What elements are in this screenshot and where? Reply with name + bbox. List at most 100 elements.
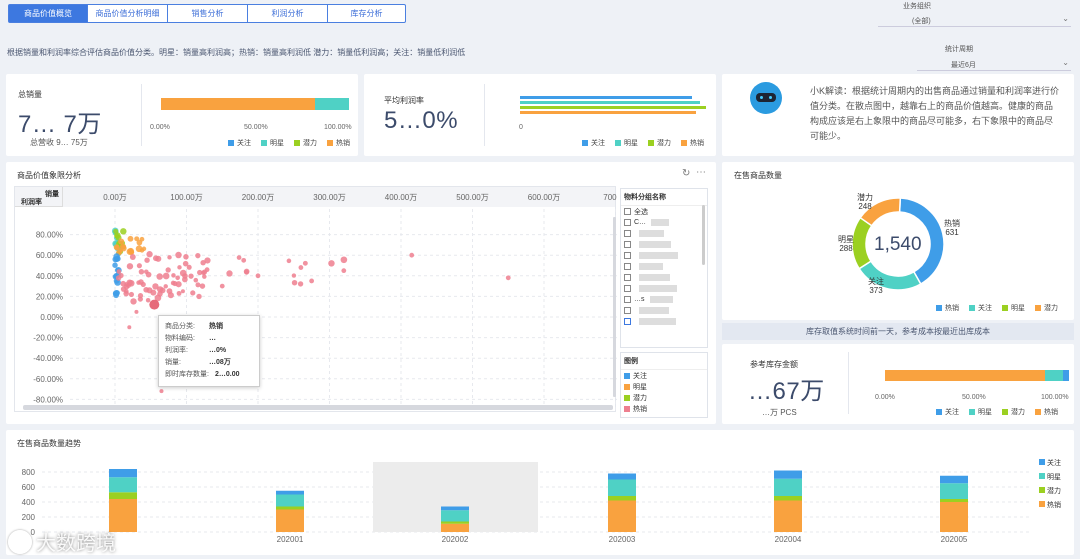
scatter-point[interactable] <box>114 255 121 262</box>
scatter-point[interactable] <box>255 273 261 279</box>
scatter-point[interactable] <box>186 264 192 270</box>
trend-bar-segment[interactable] <box>109 477 137 493</box>
scatter-plot[interactable]: 0.00万 100.00万 200.00万 300.00万 400.00万 500.00万… <box>15 187 617 413</box>
trend-bar-segment[interactable] <box>940 475 968 484</box>
scatter-point[interactable] <box>291 279 298 286</box>
trend-bar-segment[interactable] <box>940 483 968 499</box>
filter-option[interactable] <box>621 239 707 250</box>
checkbox[interactable] <box>624 285 631 292</box>
scatter-point[interactable] <box>120 286 127 292</box>
scatter-point[interactable] <box>139 236 145 242</box>
scatter-point[interactable] <box>120 228 127 235</box>
trend-bar-segment[interactable] <box>608 500 636 533</box>
trend-bar-segment[interactable] <box>774 496 802 501</box>
trend-bar-segment[interactable] <box>441 506 469 511</box>
scatter-point[interactable] <box>197 269 203 276</box>
scatter-point[interactable] <box>297 281 304 287</box>
trend-bar-segment[interactable] <box>109 499 137 532</box>
period-select[interactable]: 最近6月 ⌄ <box>917 57 1071 71</box>
donut-slice[interactable] <box>851 216 873 270</box>
scatter-point[interactable] <box>188 273 194 279</box>
scatter-point[interactable] <box>143 269 149 275</box>
checkbox[interactable] <box>624 307 631 314</box>
scatter-point[interactable] <box>127 235 134 242</box>
h-scrollbar[interactable] <box>23 405 613 410</box>
scatter-point[interactable] <box>195 282 201 288</box>
scatter-point[interactable] <box>113 292 120 299</box>
scatter-point[interactable] <box>200 260 206 266</box>
tab-value-detail[interactable]: 商品价值分析明细 <box>88 4 168 23</box>
scatter-point[interactable] <box>201 270 206 276</box>
business-org-select[interactable]: (全部) ⌄ <box>878 13 1071 27</box>
tab-sales[interactable]: 销售分析 <box>168 4 248 23</box>
trend-bar-segment[interactable] <box>774 478 802 496</box>
scatter-point[interactable] <box>175 275 180 281</box>
filter-option[interactable] <box>621 283 707 294</box>
scatter-point[interactable] <box>114 232 121 239</box>
scatter-point[interactable] <box>134 309 139 314</box>
scatter-point[interactable] <box>136 263 142 269</box>
scatter-point[interactable] <box>156 273 163 280</box>
filter-option[interactable] <box>621 316 707 327</box>
refresh-icon[interactable]: ↻ <box>682 168 691 179</box>
scatter-point[interactable] <box>171 273 176 278</box>
trend-bar-segment[interactable] <box>774 500 802 533</box>
scatter-point[interactable] <box>166 288 173 295</box>
scatter-point[interactable] <box>341 268 347 274</box>
scatter-point[interactable] <box>243 268 250 275</box>
scatter-point[interactable] <box>195 252 201 259</box>
scatter-point[interactable] <box>129 254 136 260</box>
scatter-point[interactable] <box>182 273 188 279</box>
scatter-point[interactable] <box>162 272 170 280</box>
scatter-point[interactable] <box>140 281 146 288</box>
scatter-point[interactable] <box>328 260 335 267</box>
scatter-point[interactable] <box>113 244 120 251</box>
scatter-point[interactable] <box>202 274 207 279</box>
filter-option[interactable] <box>621 228 707 239</box>
checkbox[interactable] <box>624 219 631 226</box>
trend-bar-segment[interactable] <box>276 506 304 510</box>
scatter-point[interactable] <box>116 269 122 274</box>
scatter-point[interactable] <box>157 291 163 297</box>
trend-bar-segment[interactable] <box>109 492 137 499</box>
checkbox[interactable] <box>624 252 631 259</box>
scatter-point[interactable] <box>156 286 164 293</box>
scatter-point[interactable] <box>126 283 131 288</box>
trend-bar-chart[interactable]: 800 600 400 200 0 202001 202002 202003 202004 202… <box>6 430 1074 555</box>
scatter-point[interactable] <box>118 238 125 245</box>
scatter-point[interactable] <box>127 325 132 330</box>
trend-bar-segment[interactable] <box>774 470 802 479</box>
filter-option[interactable] <box>621 261 707 272</box>
checkbox[interactable] <box>624 318 631 325</box>
trend-bar-segment[interactable] <box>109 469 137 478</box>
scatter-point[interactable] <box>199 283 206 289</box>
scatter-point[interactable] <box>144 257 150 263</box>
scatter-point[interactable] <box>409 252 415 258</box>
scatter-point[interactable] <box>165 267 171 273</box>
scatter-point[interactable] <box>286 258 292 264</box>
scatter-point[interactable] <box>146 251 153 258</box>
scatter-point[interactable] <box>145 297 151 303</box>
filter-option-all[interactable]: 全选 <box>621 206 707 217</box>
tab-profit[interactable]: 利润分析 <box>248 4 328 23</box>
scatter-point[interactable] <box>126 263 134 270</box>
scatter-point[interactable] <box>136 280 141 285</box>
scatter-point[interactable] <box>241 257 247 263</box>
scatter-point[interactable] <box>182 260 189 267</box>
scatter-point[interactable] <box>139 248 145 253</box>
trend-bar-segment[interactable] <box>441 523 469 532</box>
scatter-point[interactable] <box>309 278 315 284</box>
scatter-point[interactable] <box>226 270 233 277</box>
scatter-point[interactable] <box>291 273 297 278</box>
filter-option[interactable]: C… <box>621 217 707 228</box>
scatter-point[interactable] <box>180 289 185 294</box>
checkbox[interactable] <box>624 274 631 281</box>
checkbox[interactable] <box>624 230 631 237</box>
trend-bar-segment[interactable] <box>608 473 636 480</box>
scatter-point[interactable] <box>183 254 189 260</box>
scatter-point[interactable] <box>176 290 182 296</box>
scatter-point[interactable] <box>138 269 145 275</box>
filter-option[interactable]: …s <box>621 294 707 305</box>
scatter-point[interactable] <box>118 248 123 253</box>
scatter-point[interactable] <box>204 257 211 264</box>
